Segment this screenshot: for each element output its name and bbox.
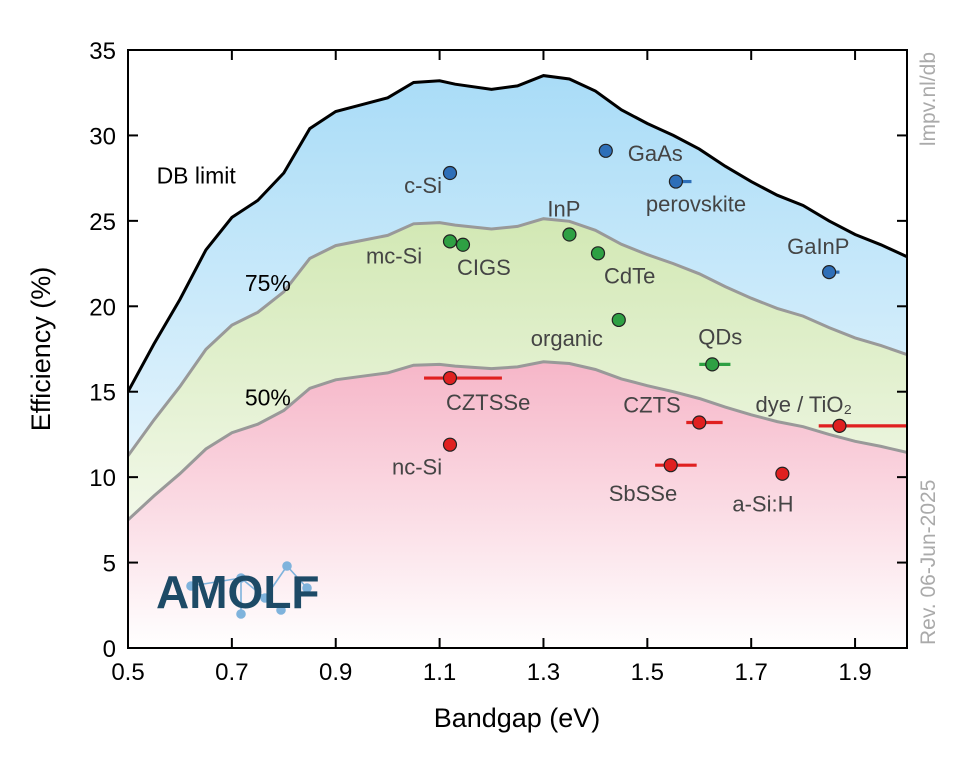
data-point: CZTSSe [424, 370, 530, 415]
data-point: CZTS [623, 392, 723, 430]
x-tick-label: 0.9 [319, 659, 352, 686]
point-label: perovskite [646, 192, 746, 217]
point-label: CZTS [623, 392, 680, 417]
contour-50-area [128, 361, 907, 648]
contour-75-label: 75% [245, 270, 291, 296]
data-marker [668, 174, 683, 189]
data-marker [611, 312, 626, 328]
data-marker [442, 234, 458, 249]
x-tick-label: 0.7 [215, 659, 248, 686]
point-label: GaInP [787, 234, 849, 259]
point-label: dye / TiO₂ [755, 392, 852, 417]
y-tick-label: 30 [89, 123, 116, 150]
data-point: GaAs [598, 141, 683, 166]
contour-75-line [128, 217, 907, 457]
data-marker [598, 143, 613, 158]
data-point: InP [547, 197, 580, 242]
data-marker [442, 165, 458, 181]
data-point: dye / TiO₂ [755, 392, 907, 433]
point-label: CIGS [457, 255, 511, 280]
point-label: SbSSe [609, 481, 678, 506]
x-tick-label: 1.3 [527, 659, 560, 686]
point-label: CZTSSe [446, 390, 530, 415]
x-tick-label: 1.1 [423, 659, 456, 686]
data-point: a-Si:H [732, 466, 793, 517]
data-point: CIGS [455, 237, 511, 280]
data-marker [562, 227, 577, 242]
x-tick-label: 1.7 [735, 659, 768, 686]
data-point: QDs [698, 324, 742, 372]
y-tick-label: 10 [89, 465, 116, 492]
data-marker [775, 466, 790, 481]
data-marker [663, 458, 678, 473]
y-tick-label: 5 [103, 551, 116, 578]
point-label: nc-Si [392, 455, 442, 480]
contour-50-line [128, 360, 907, 522]
data-point: c-Si [404, 165, 458, 198]
y-tick-label: 35 [89, 38, 116, 65]
y-tick-label: 15 [89, 380, 116, 407]
x-tick-label: 1.9 [838, 659, 871, 686]
y-tick-label: 20 [89, 294, 116, 321]
point-label: CdTe [604, 263, 655, 288]
logo-text: AMOLF [156, 566, 320, 618]
x-axis-label: Bandgap (eV) [434, 703, 601, 733]
y-axis-label: Efficiency (%) [26, 267, 56, 432]
point-label: mc-Si [366, 243, 422, 268]
point-label: InP [547, 197, 580, 222]
data-marker [442, 437, 458, 452]
y-tick-label: 25 [89, 209, 116, 236]
point-label: c-Si [404, 173, 442, 198]
data-point: perovskite [646, 174, 746, 217]
data-marker [705, 357, 720, 372]
db-limit-line [128, 74, 907, 393]
x-tick-label: 0.5 [111, 659, 144, 686]
amolf-logo: AMOLF [156, 561, 320, 619]
point-label: a-Si:H [732, 492, 793, 517]
point-label: QDs [698, 324, 742, 349]
data-point: CdTe [590, 246, 655, 288]
y-tick-label: 0 [103, 636, 116, 663]
data-marker [442, 370, 458, 386]
data-point: SbSSe [609, 458, 697, 506]
data-point: nc-Si [392, 437, 458, 480]
point-label: GaAs [628, 141, 683, 166]
data-point: organic [531, 312, 626, 351]
x-tick-label: 1.5 [631, 659, 664, 686]
data-point: mc-Si [366, 234, 458, 268]
data-point: GaInP [787, 234, 849, 280]
data-marker [821, 265, 837, 280]
contour-50-label: 50% [245, 384, 291, 410]
data-marker [590, 246, 606, 261]
data-marker [692, 415, 707, 430]
revision-date: Rev. 06-Jun-2025 [917, 480, 940, 645]
point-label: organic [531, 326, 603, 351]
plot-frame [127, 49, 908, 649]
data-marker [455, 237, 471, 252]
data-marker [832, 418, 847, 433]
source-url: lmpv.nl/db [917, 52, 940, 146]
db-limit-label: DB limit [157, 162, 237, 188]
